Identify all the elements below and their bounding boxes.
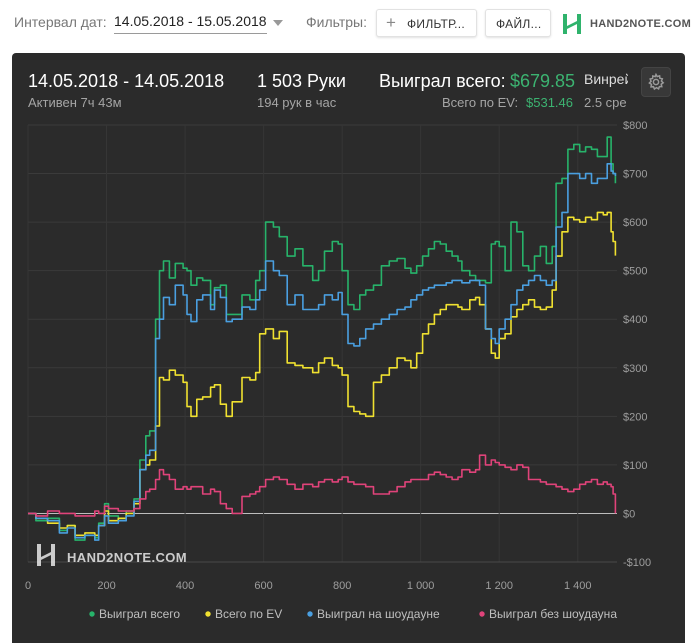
hands-per-hour: 194 рук в час	[257, 95, 337, 110]
legend-marker	[205, 611, 211, 617]
chart-settings-button[interactable]	[641, 67, 671, 97]
legend-label: Выиграл всего	[99, 607, 180, 621]
legend-item[interactable]: Выиграл на шоудауне	[307, 607, 440, 621]
x-tick-label: 600	[254, 580, 272, 592]
legend-marker	[89, 611, 95, 617]
winrate-label: Винрей	[584, 71, 628, 87]
legend-item[interactable]: Выиграл всего	[89, 607, 180, 621]
chart-watermark: HAND2NOTE.COM	[67, 550, 187, 565]
y-tick-label: $0	[623, 508, 635, 520]
y-tick-label: $300	[623, 363, 647, 375]
hands-count: 1 503 Руки	[257, 71, 346, 91]
series-line	[28, 454, 617, 517]
x-tick-label: 800	[333, 580, 351, 592]
x-tick-label: 1 000	[407, 580, 435, 592]
y-tick-label: $100	[623, 460, 647, 472]
chevron-down-icon[interactable]	[273, 20, 283, 26]
y-tick-label: $500	[623, 266, 647, 278]
top-toolbar: Интервал дат: 14.05.2018 - 15.05.2018 Фи…	[0, 0, 700, 48]
x-tick-label: 400	[176, 580, 194, 592]
file-button-label: ФАЙЛ...	[496, 17, 542, 31]
date-range-select[interactable]: 14.05.2018 - 15.05.2018	[114, 13, 267, 34]
y-tick-label: $600	[623, 217, 647, 229]
legend-label: Выиграл на шоудауне	[317, 607, 440, 621]
series-line	[28, 136, 617, 541]
y-tick-label: $200	[623, 411, 647, 423]
x-tick-label: 0	[25, 580, 31, 592]
y-tick-label: -$100	[623, 557, 651, 569]
series-line	[28, 163, 617, 541]
date-range-label: Интервал дат:	[14, 14, 107, 30]
x-tick-label: 1 400	[564, 580, 592, 592]
file-button[interactable]: ФАЙЛ...	[485, 9, 551, 37]
y-tick-label: $700	[623, 169, 647, 181]
legend-label: Выиграл без шоудауна	[489, 607, 617, 621]
series-line	[28, 211, 617, 537]
winrate-sub: 2.5 сре	[584, 95, 627, 110]
active-time: Активен 7ч 43м	[28, 95, 122, 110]
h2n-logo-icon	[563, 14, 581, 34]
profit-chart: HAND2NOTE.COM -$100 $0 $100 $200 $300 $400 $50…	[25, 120, 651, 621]
legend-marker	[307, 611, 313, 617]
add-filter-button[interactable]: + ФИЛЬТР...	[376, 9, 477, 37]
gear-icon	[648, 73, 665, 91]
stats-panel: HAND2NOTE.COM -$100 $0 $100 $200 $300 $400 $50…	[12, 53, 685, 643]
hand2note-logo[interactable]: HAND2NOTE.COM	[561, 12, 691, 36]
y-tick-label: $400	[623, 314, 647, 326]
ev-total-value: $531.46	[526, 95, 573, 110]
add-filter-label: ФИЛЬТР...	[407, 17, 466, 31]
ev-total-label: Всего по EV:	[442, 95, 519, 110]
won-total-value: $679.85	[510, 71, 576, 91]
session-date-range: 14.05.2018 - 14.05.2018	[28, 71, 225, 91]
logo-text: HAND2NOTE.COM	[590, 18, 692, 30]
legend-item[interactable]: Выиграл без шоудауна	[479, 607, 617, 621]
x-tick-label: 200	[97, 580, 115, 592]
won-total-label: Выиграл всего:	[379, 71, 506, 91]
y-tick-label: $800	[623, 120, 647, 132]
legend-item[interactable]: Всего по EV	[205, 607, 282, 621]
legend-marker	[479, 611, 485, 617]
watermark-logo-icon	[37, 544, 55, 566]
plus-icon: +	[386, 13, 396, 32]
filters-label: Фильтры:	[306, 14, 367, 30]
legend-label: Всего по EV	[215, 607, 282, 621]
x-tick-label: 1 200	[485, 580, 513, 592]
